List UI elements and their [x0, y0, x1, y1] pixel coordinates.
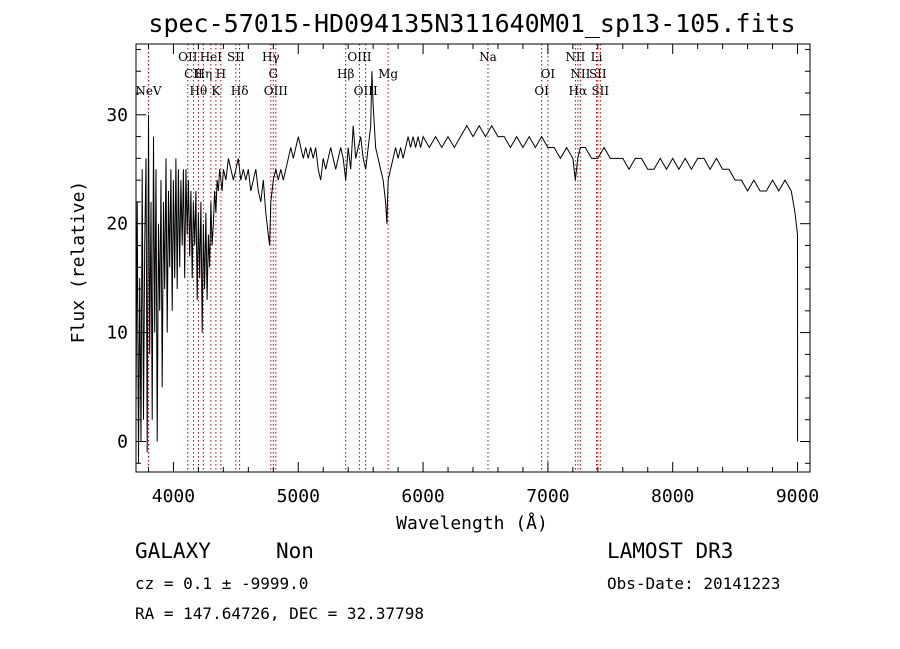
survey-name: LAMOST DR3 — [607, 539, 733, 563]
y-axis-ticks: 0 10 20 30 — [106, 48, 810, 464]
emission-line-label: SII — [589, 67, 607, 81]
object-class: GALAXY — [135, 539, 211, 563]
emission-line-label: Hγ — [262, 50, 280, 64]
emission-line-label: Li — [591, 50, 603, 64]
x-tick-label: 4000 — [152, 486, 195, 507]
emission-line-label: G — [268, 67, 278, 81]
emission-line-label: NII — [570, 67, 590, 81]
emission-line-labels: NeVOIICIIHθHηHeIKHSIIHδHγGOIIIHβOIIIOIII… — [135, 50, 609, 98]
emission-line-label: K — [211, 84, 221, 98]
x-tick-label: 8000 — [651, 486, 694, 507]
emission-line-label: NeV — [135, 84, 162, 98]
observation-date: Obs-Date: 20141223 — [607, 574, 780, 593]
x-tick-label: 7000 — [526, 486, 569, 507]
y-tick-label: 20 — [106, 214, 128, 235]
emission-line-label: Hη — [195, 67, 213, 81]
emission-line-label: Hδ — [231, 84, 249, 98]
emission-line-label: OIII — [354, 84, 378, 98]
emission-line-label: Hα — [569, 84, 588, 98]
emission-line-label: OI — [541, 67, 556, 81]
y-axis-label: Flux (relative) — [68, 181, 89, 344]
chart-title: spec-57015-HD094135N311640M01_sp13-105.f… — [148, 9, 795, 38]
y-tick-label: 30 — [106, 105, 128, 126]
x-axis-label: Wavelength (Å) — [396, 512, 548, 534]
emission-line-label: Hβ — [337, 67, 354, 81]
emission-line-label: SII — [591, 84, 609, 98]
emission-line-label: OI — [534, 84, 549, 98]
spectrum-series-line — [135, 71, 799, 464]
coordinates-info: RA = 147.64726, DEC = 32.37798 — [135, 604, 424, 623]
emission-line-label: H — [216, 67, 226, 81]
x-axis-ticks: 4000 5000 6000 7000 8000 9000 — [147, 44, 819, 507]
emission-line-label: CII — [184, 67, 203, 81]
x-tick-label: 5000 — [277, 486, 320, 507]
emission-line-label: Na — [479, 50, 497, 64]
emission-line-label: OIII — [264, 84, 288, 98]
x-tick-label: 9000 — [776, 486, 819, 507]
emission-line-label: OII — [178, 50, 198, 64]
redshift-info: cz = 0.1 ± -9999.0 — [135, 574, 308, 593]
x-tick-label: 6000 — [401, 486, 444, 507]
emission-line-label: NII — [565, 50, 585, 64]
y-tick-label: 10 — [106, 323, 128, 344]
object-subclass: Non — [276, 539, 314, 563]
emission-line-label: Hθ — [190, 84, 208, 98]
emission-line-label: HeI — [200, 50, 223, 64]
emission-line-label: Mg — [378, 67, 398, 81]
emission-line-markers — [147, 44, 601, 472]
y-tick-label: 0 — [117, 432, 128, 453]
emission-line-label: OIII — [347, 50, 371, 64]
emission-line-label: SII — [227, 50, 245, 64]
